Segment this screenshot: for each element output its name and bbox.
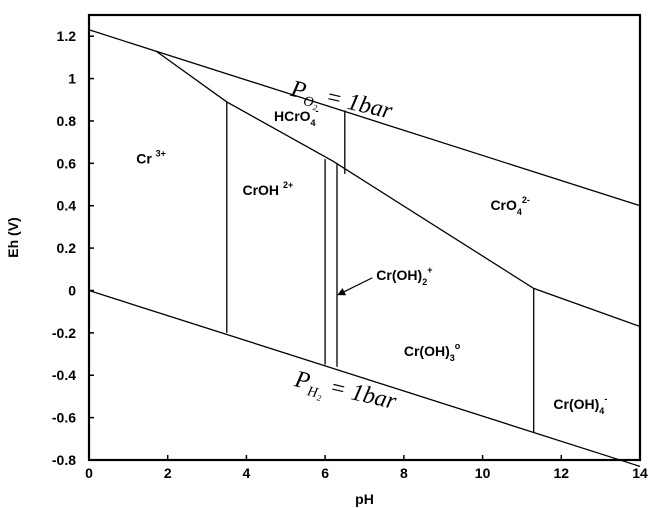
x-tick-label: 8 — [400, 465, 408, 481]
y-tick-label: 0 — [68, 282, 76, 298]
species-labels: Cr 3+ HCrO4- CrOH 2+ CrO42- Cr(OH)2+ Cr(OH)3o… — [136, 106, 607, 416]
species-boundaries — [155, 50, 641, 433]
plot-frame — [87, 13, 642, 462]
h2-stability-line — [88, 289, 641, 468]
x-tick-label: 0 — [85, 465, 93, 481]
annotation-arrow — [337, 277, 373, 296]
y-tick-label: 0.6 — [57, 155, 77, 171]
x-axis-title: pH — [355, 491, 374, 507]
h2-pressure-label: PH₂ = 1bar — [290, 366, 399, 419]
x-tick-label: 2 — [164, 465, 172, 481]
y-tick-label: -0.4 — [52, 367, 76, 383]
y-tick-label: -0.6 — [52, 410, 76, 426]
y-tick-label: 1.2 — [57, 28, 77, 44]
y-tick-label: 1 — [68, 71, 76, 87]
y-axis-title: Eh (V) — [5, 217, 21, 257]
species-label-hcro4: HCrO4- — [274, 106, 319, 128]
x-tick-label: 14 — [632, 465, 648, 481]
y-tick-label: -0.2 — [52, 325, 76, 341]
y-tick-label: -0.8 — [52, 452, 76, 468]
axes: 0 2 4 6 8 10 12 14 -0.8 -0.6 -0.4 -0.2 0 0.2 0.4 0.6 0.8… — [5, 13, 648, 507]
o2-stability-line — [88, 29, 641, 207]
species-label-cro4: CrO42- — [490, 195, 529, 217]
y-tick-label: 0.4 — [57, 198, 77, 214]
y-tick-label: 0.2 — [57, 240, 77, 256]
species-label-cr3: Cr 3+ — [136, 148, 166, 166]
x-tick-label: 4 — [243, 465, 251, 481]
y-tick-label: 0.8 — [57, 113, 77, 129]
water-stability-lines — [88, 29, 641, 468]
species-boundary-line — [155, 50, 641, 328]
x-tick-label: 6 — [321, 465, 329, 481]
species-label-croh3: Cr(OH)3o — [404, 341, 461, 363]
x-tick-label: 12 — [553, 465, 569, 481]
x-tick-label: 10 — [475, 465, 491, 481]
species-label-croh2: CrOH 2+ — [242, 180, 293, 198]
species-label-croh2plus: Cr(OH)2+ — [376, 265, 432, 287]
species-label-croh4: Cr(OH)4- — [553, 394, 607, 416]
